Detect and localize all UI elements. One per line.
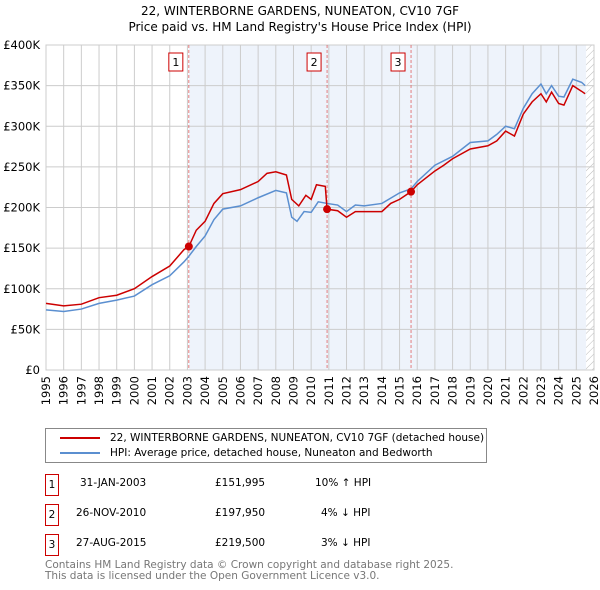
x-tick-label: 2009 (286, 376, 300, 405)
x-tick-label: 2007 (251, 376, 265, 405)
footer-licence: This data is licensed under the Open Gov… (45, 570, 380, 582)
legend-item-hpi: HPI: Average price, detached house, Nune… (60, 447, 432, 459)
y-tick-label: £150K (3, 241, 40, 255)
y-tick-label: £300K (3, 119, 40, 133)
chart-subtitle: Price paid vs. HM Land Registry's House … (128, 20, 472, 34)
y-tick-label: £100K (3, 282, 40, 296)
x-tick-label: 2013 (357, 376, 371, 405)
sale-hpi-diff: 3% ↓ HPI (321, 537, 371, 549)
y-tick-label: £0 (25, 363, 40, 377)
x-tick-label: 1999 (110, 376, 124, 405)
x-tick-label: 2024 (552, 376, 566, 405)
x-tick-label: 2021 (499, 376, 513, 405)
x-tick-label: 2016 (410, 376, 424, 405)
x-tick-label: 2015 (393, 376, 407, 405)
sale-date: 26-NOV-2010 (76, 507, 147, 519)
x-tick-label: 2026 (587, 376, 600, 405)
x-tick-label: 2001 (145, 376, 159, 405)
sale-marker-box: 1 (45, 474, 59, 496)
sale-date: 31-JAN-2003 (80, 477, 147, 489)
sale-label-box (390, 52, 406, 72)
x-tick-label: 2002 (163, 376, 177, 405)
sale-label-box (168, 52, 184, 72)
legend-item-price: 22, WINTERBORNE GARDENS, NUNEATON, CV10 … (60, 432, 484, 444)
x-tick-label: 2008 (269, 376, 283, 405)
sale-point (407, 187, 416, 196)
sale-marker-box: 3 (45, 534, 59, 556)
x-tick-label: 1998 (92, 376, 106, 405)
sale-price: £197,950 (215, 507, 266, 519)
footer-copyright: Contains HM Land Registry data © Crown c… (45, 559, 454, 571)
x-tick-label: 2011 (322, 376, 336, 405)
sale-label: 3 (395, 56, 402, 69)
x-tick-label: 2006 (233, 376, 247, 405)
x-tick-label: 2018 (446, 376, 460, 405)
x-tick-label: 2003 (180, 376, 194, 405)
x-tick-label: 2010 (304, 376, 318, 405)
x-tick-label: 2005 (216, 376, 230, 405)
y-tick-label: £50K (11, 322, 41, 336)
x-tick-label: 2014 (375, 376, 389, 405)
y-tick-label: £350K (3, 79, 40, 93)
x-tick-label: 2000 (127, 376, 141, 405)
sale-price: £151,995 (215, 477, 266, 489)
x-tick-label: 2023 (534, 376, 548, 405)
x-tick-label: 1996 (57, 376, 71, 405)
sale-label-box (306, 52, 322, 72)
x-tick-label: 2025 (569, 376, 583, 405)
sale-date: 27-AUG-2015 (76, 537, 147, 549)
x-tick-label: 2017 (428, 376, 442, 405)
sale-label: 1 (172, 56, 179, 69)
chart-title: 22, WINTERBORNE GARDENS, NUNEATON, CV10 … (140, 4, 460, 18)
x-tick-label: 2022 (516, 376, 530, 405)
plot-border (45, 44, 595, 371)
y-tick-label: £250K (3, 160, 40, 174)
sale-point (323, 205, 332, 214)
legend-label: 22, WINTERBORNE GARDENS, NUNEATON, CV10 … (110, 432, 485, 444)
sale-point (184, 242, 193, 251)
x-tick-label: 2020 (481, 376, 495, 405)
plot-area: £0 £50K £100K £150K £200K £250K £300K £350K £400… (3, 38, 600, 405)
x-tick-label: 2012 (340, 376, 354, 405)
y-tick-label: £200K (3, 201, 40, 215)
legend: 22, WINTERBORNE GARDENS, NUNEATON, CV10 … (45, 428, 487, 463)
legend-label: HPI: Average price, detached house, Nune… (110, 447, 433, 459)
x-tick-label: 1995 (39, 376, 53, 405)
x-tick-label: 2004 (198, 376, 212, 405)
y-tick-label: £400K (3, 38, 40, 52)
sale-hpi-diff: 10% ↑ HPI (315, 477, 372, 489)
x-tick-label: 1997 (74, 376, 88, 405)
sale-price: £219,500 (215, 537, 266, 549)
hpi-line (45, 78, 586, 313)
sale-marker-box: 2 (45, 504, 59, 526)
x-tick-label: 2019 (463, 376, 477, 405)
sale-label: 2 (311, 56, 318, 69)
sale-hpi-diff: 4% ↓ HPI (321, 507, 371, 519)
legend-swatch-price (60, 437, 100, 439)
legend-swatch-hpi (60, 452, 100, 454)
